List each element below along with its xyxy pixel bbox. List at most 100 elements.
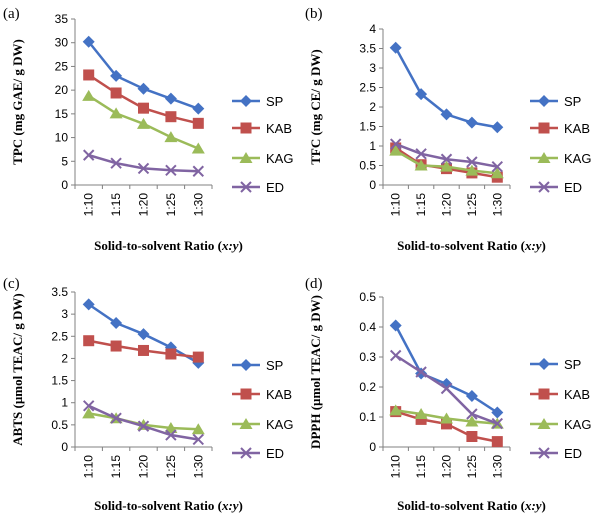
legend: SP KAB KAG ED	[530, 357, 591, 461]
y-tick-label: 0	[61, 440, 68, 454]
y-tick-label: 20	[55, 83, 69, 97]
y-tick-label: 4	[369, 22, 376, 36]
data-point-kab	[165, 111, 177, 123]
series-sp	[82, 298, 205, 369]
data-point-kab	[415, 413, 427, 425]
data-point-ed-stroke-b	[82, 400, 95, 412]
data-point-kab	[192, 351, 204, 363]
data-point-ed-stroke-b	[110, 412, 122, 424]
x-axis-title: Solid-to-solvent Ratio (x:y)	[94, 498, 243, 513]
legend-label: KAG	[266, 417, 293, 432]
x-tick-label: 1:15	[414, 455, 428, 479]
y-tick-label: 3.5	[359, 42, 376, 56]
legend-swatch-marker-stroke-b	[240, 447, 252, 459]
data-point-sp	[192, 102, 205, 115]
legend-swatch-marker-stroke-b	[240, 181, 252, 193]
legend-swatch-marker	[240, 181, 252, 193]
y-tick-label: 0.1	[359, 410, 376, 424]
x-tick-label: 1:15	[109, 455, 123, 479]
data-point-kag	[414, 159, 428, 171]
data-point-kag	[490, 167, 504, 179]
data-point-kab	[138, 102, 149, 114]
panel-label: (d)	[305, 276, 323, 292]
x-tick-label: 1:25	[465, 193, 479, 217]
legend-swatch-marker	[538, 181, 550, 193]
x-axis-title-part: )	[542, 238, 546, 253]
legend-label: KAB	[564, 121, 590, 136]
x-tick-label: 1:20	[440, 455, 454, 479]
x-tick-label: 1:25	[465, 455, 479, 479]
x-tick-label: 1:10	[389, 455, 403, 479]
legend-swatch-marker	[240, 388, 252, 400]
y-tick-label: 35	[55, 12, 69, 26]
y-tick-label: 15	[55, 107, 69, 121]
data-point-sp	[82, 298, 95, 311]
chart-panel-2: (c) 0 0.5 1 1.5 2 2.5 3 3.5 1:10 1:15 1:20 1:25 1:30 A…	[3, 276, 293, 513]
y-axis-title: TPC (mg GAE/ g DW)	[10, 39, 25, 165]
y-tick-label: 0.4	[359, 320, 376, 334]
data-point-ed-stroke-b	[192, 165, 205, 177]
data-point-kab	[491, 436, 503, 448]
legend-swatch-marker	[240, 447, 252, 459]
data-point-ed	[389, 138, 402, 150]
y-tick-label: 2	[369, 100, 376, 114]
series-sp	[389, 41, 504, 134]
legend-swatch-marker-stroke-b	[538, 181, 550, 193]
data-point-ed	[415, 148, 427, 160]
data-point-kag	[82, 407, 96, 419]
legend-label: KAG	[564, 417, 591, 432]
x-tick-label: 1:20	[137, 455, 151, 479]
data-point-ed	[389, 349, 402, 362]
legend-label: KAB	[266, 387, 292, 402]
y-tick-label: 2.5	[359, 81, 376, 95]
data-point-ed-stroke-b	[440, 153, 453, 165]
legend-swatch-marker	[538, 447, 550, 459]
legend-item-ed: ED	[530, 446, 582, 461]
data-point-ed	[415, 366, 427, 378]
data-point-ed-stroke-b	[389, 349, 402, 362]
y-tick-label: 1.5	[51, 374, 68, 388]
legend-swatch-marker	[239, 418, 253, 429]
x-axis-title-part: Solid-to-solvent Ratio (	[94, 498, 222, 513]
y-tick-label: 30	[55, 36, 69, 50]
x-axis-title-part: Solid-to-solvent Ratio (	[397, 238, 525, 253]
data-point-ed-stroke-b	[82, 149, 95, 161]
data-point-kag	[440, 412, 453, 424]
data-point-ed-stroke-b	[491, 417, 504, 430]
legend-item-sp: SP	[232, 94, 283, 109]
data-point-ed-stroke-b	[466, 408, 478, 420]
series-kag	[82, 89, 205, 154]
legend: SP KAB KAG ED	[232, 94, 293, 195]
data-point-sp	[491, 406, 504, 419]
data-point-kab	[110, 87, 122, 99]
x-tick-label: 1:15	[414, 193, 428, 217]
x-tick-label: 1:30	[490, 455, 504, 479]
legend-swatch-marker	[538, 95, 550, 107]
legend-item-kab: KAB	[232, 387, 292, 402]
y-tick-label: 0.3	[359, 350, 376, 364]
data-point-kag	[82, 89, 96, 101]
data-point-sp	[389, 41, 402, 54]
x-axis-title: Solid-to-solvent Ratio (x:y)	[397, 238, 546, 253]
data-point-sp	[491, 121, 504, 134]
y-tick-label: 2.5	[51, 329, 68, 343]
data-point-ed	[491, 160, 504, 173]
legend-label: ED	[564, 446, 582, 461]
data-point-ed	[440, 382, 453, 395]
legend-item-kag: KAG	[530, 151, 591, 166]
series-kag	[389, 144, 504, 179]
x-axis-title-part: Solid-to-solvent Ratio (	[397, 498, 525, 513]
legend-swatch-marker	[239, 152, 253, 163]
legend-label: KAB	[266, 121, 292, 136]
legend-item-kag: KAG	[530, 417, 591, 432]
legend-item-sp: SP	[530, 357, 581, 372]
x-axis-title-part: x:y	[524, 238, 542, 253]
legend-label: KAB	[564, 387, 590, 402]
y-tick-label: 0	[369, 178, 376, 192]
data-point-ed	[165, 164, 177, 177]
x-tick-label: 1:30	[191, 193, 205, 217]
data-point-sp	[82, 35, 95, 48]
data-point-kab	[466, 431, 478, 442]
data-point-ed-stroke-b	[440, 382, 453, 395]
data-point-sp	[164, 92, 177, 105]
